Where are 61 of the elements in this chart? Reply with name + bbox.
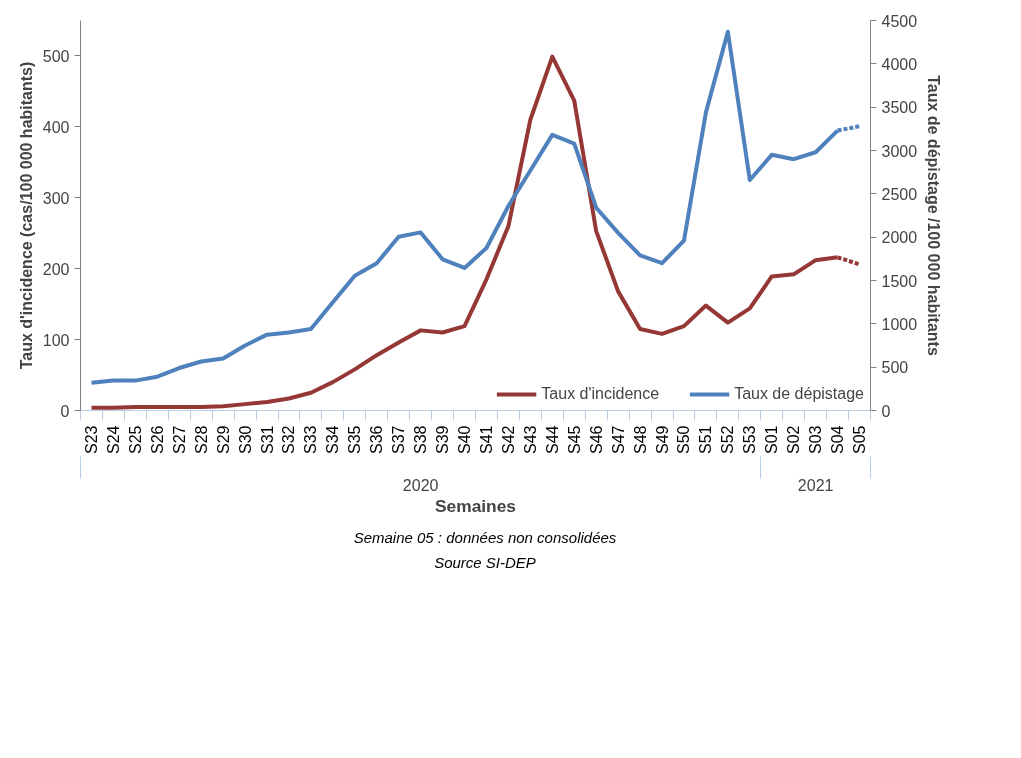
x-tick-label: S29	[214, 425, 232, 454]
y2-tick-label: 4000	[881, 55, 918, 73]
y-tick-label: 100	[42, 331, 70, 349]
y-tick-label: 200	[42, 260, 70, 278]
y2-tick-label: 1500	[881, 272, 918, 290]
x-tick-label: S46	[587, 425, 605, 454]
x-tick-label: S23	[82, 425, 100, 454]
x-tick-label: S01	[763, 425, 781, 454]
y-tick-label: 0	[60, 402, 70, 420]
y2-axis-title: Taux de dépistage /100 000 habitants	[925, 75, 943, 356]
x-tick-label: S48	[631, 425, 649, 454]
x-tick-label: S25	[126, 425, 144, 454]
x-tick-label: S34	[324, 425, 342, 454]
x-tick-label: S37	[390, 425, 408, 454]
x-tick-label: S26	[148, 425, 166, 454]
x-tick-label: S44	[543, 425, 561, 454]
x-tick-label: S32	[280, 425, 298, 454]
text: 2020	[402, 476, 439, 494]
text: 2021	[797, 476, 834, 494]
y2-tick-label: 3000	[881, 142, 918, 160]
x-tick-label: S43	[521, 425, 539, 454]
x-tick-label: S53	[741, 425, 759, 454]
x-tick-label: S05	[851, 425, 869, 454]
x-tick-label: S33	[302, 425, 320, 454]
y2-tick-label: 500	[881, 359, 909, 377]
y2-tick-label: 0	[881, 402, 891, 420]
x-tick-label: S39	[434, 425, 452, 454]
x-tick-label: S38	[412, 425, 430, 454]
x-tick-label: S41	[477, 425, 495, 454]
x-tick-label: S47	[609, 425, 627, 454]
x-tick-label: S49	[653, 425, 671, 454]
x-tick-label: S27	[170, 425, 188, 454]
x-tick-label: S28	[192, 425, 210, 454]
x-tick-label: S50	[675, 425, 693, 454]
y2-tick-label: 1000	[881, 315, 918, 333]
x-tick-label: S31	[258, 425, 276, 454]
x-tick-label: S02	[785, 425, 803, 454]
y-tick-label: 500	[42, 47, 70, 65]
legend-label: Taux de dépistage	[734, 385, 864, 403]
y-axis-title: Taux d'incidence (cas/100 000 habitants)	[17, 61, 35, 370]
x-tick-label: S40	[456, 425, 474, 454]
x-tick-label: S35	[346, 425, 364, 454]
y2-tick-label: 3500	[881, 99, 918, 117]
x-tick-label: S52	[719, 425, 737, 454]
x-tick-label: S30	[236, 425, 254, 454]
x-tick-label: S42	[499, 425, 517, 454]
y2-tick-label: 2000	[881, 229, 918, 247]
y-tick-label: 400	[42, 118, 70, 136]
x-tick-label: S36	[368, 425, 386, 454]
x-tick-label: S45	[565, 425, 583, 454]
y-tick-label: 300	[42, 189, 70, 207]
x-tick-label: S51	[697, 425, 715, 454]
x-tick-label: S03	[807, 425, 825, 454]
y2-tick-label: 4500	[881, 12, 918, 30]
text: Semaine 05 : données non consolidées	[352, 528, 618, 548]
legend-label: Taux d'incidence	[541, 385, 660, 403]
x-axis-title: Semaines	[435, 495, 516, 516]
source-note: Source SI-DEP	[433, 553, 537, 574]
y2-tick-label: 2500	[881, 185, 918, 203]
x-tick-label: S24	[104, 425, 122, 454]
x-tick-label: S04	[829, 425, 847, 454]
